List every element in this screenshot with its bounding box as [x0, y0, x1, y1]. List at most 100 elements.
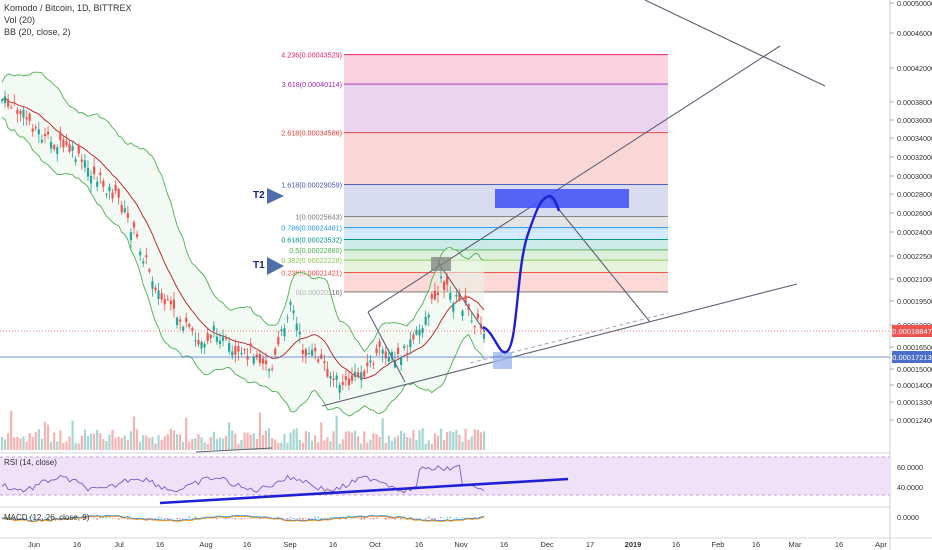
macd-histogram-bar [102, 517, 105, 519]
volume-bar [86, 436, 90, 450]
volume-bar [436, 435, 440, 450]
candle-body [274, 348, 277, 355]
volume-bar [206, 443, 209, 450]
candle-body [56, 147, 59, 154]
volume-bar [264, 430, 268, 450]
volume-bar [381, 418, 384, 450]
descending-trendline[interactable] [644, 0, 826, 87]
macd-histogram-bar [185, 518, 188, 519]
rsi-line [1, 464, 485, 494]
candle-body [172, 299, 176, 309]
macd-histogram-bar [31, 517, 34, 519]
candle-body [77, 145, 80, 154]
volume-bar [212, 431, 215, 450]
macd-histogram-bar [326, 518, 329, 520]
candle-body [74, 159, 77, 162]
candle-body [400, 357, 403, 365]
candle-body [13, 102, 16, 104]
volume-bar [34, 432, 37, 450]
volume-bar [449, 431, 452, 450]
macd-histogram-bar [446, 517, 448, 519]
breakout-zone-box[interactable] [431, 257, 451, 271]
macd-histogram-bar [375, 518, 378, 519]
volume-bar [188, 441, 191, 450]
volume-bar [461, 441, 464, 450]
volume-bar [464, 428, 467, 450]
macd-histogram-bar [400, 518, 402, 520]
volume-bar [0, 436, 4, 450]
volume-bar [40, 438, 44, 450]
rsi-series [1, 464, 485, 494]
volume-bar [139, 441, 142, 450]
volume-bar [22, 436, 25, 450]
macd-histogram-bar [163, 518, 166, 520]
macd-histogram-bar [176, 518, 178, 520]
entry-zone-box[interactable] [493, 352, 512, 369]
volume-bar [135, 429, 139, 450]
volume-bar [372, 433, 375, 450]
macd-histogram-bar [13, 518, 16, 520]
rsi-trendline[interactable] [159, 477, 569, 505]
candle-body [182, 326, 185, 331]
macd-histogram-bar [437, 517, 439, 519]
volume-bar [467, 439, 470, 450]
projected-price-path[interactable] [482, 194, 561, 354]
candle-body [86, 168, 90, 177]
macd-histogram-bar [397, 517, 399, 519]
candle-body [178, 319, 182, 322]
macd-histogram-bar [216, 518, 218, 520]
fib-level-label: 1.618(0.00029059) [281, 180, 342, 189]
volume-bar [317, 442, 320, 450]
fib-zone [344, 227, 668, 240]
candle-body [277, 337, 280, 345]
volume-bar [46, 424, 50, 450]
bollinger-upper-band [1, 71, 485, 353]
volume-bars [0, 410, 486, 450]
macd-histogram-bar [225, 518, 227, 520]
volume-bar [108, 434, 111, 450]
candle-body [80, 159, 83, 162]
time-axis[interactable]: Jun 16 Jul 16 Aug 16 Sep 16 Oct 16 Nov 16 Dec 17 2019 1… [28, 540, 887, 549]
candle-body [449, 292, 452, 300]
volume-bar [129, 431, 133, 450]
price-tick-label: 0.00019500 [897, 297, 932, 306]
candle-body [323, 361, 326, 363]
time-tick-label: 16 [835, 540, 843, 549]
candle-body [482, 333, 486, 339]
fib-level-label: 2.618(0.00034586) [281, 129, 342, 138]
candle-body [0, 99, 4, 101]
price-tick-label: 0.00016500 [897, 343, 932, 352]
price-tick-label: 0.00034000 [897, 134, 932, 143]
candle-body [329, 376, 332, 379]
macd-histogram-bar [44, 517, 46, 519]
target-zone-box[interactable] [495, 189, 629, 208]
volume-bar [310, 440, 314, 450]
volume-bar [160, 440, 163, 450]
macd-histogram-bar [99, 517, 102, 519]
time-tick-label: 16 [500, 540, 508, 549]
volume-bar [439, 428, 443, 450]
fib-level-label: 1(0.00025643) [295, 212, 342, 221]
macd-histogram-bar [25, 518, 28, 519]
candle-body [295, 323, 298, 331]
volume-bar [102, 438, 105, 450]
lower-trendline[interactable] [321, 283, 798, 407]
candle-body [464, 295, 467, 304]
candle-body [372, 363, 375, 365]
triangle-right-edge[interactable] [437, 261, 486, 333]
volume-bar [231, 430, 234, 450]
macd-legend: MACD (12, 26, close, 9) [4, 513, 90, 522]
time-tick-label: 17 [586, 540, 594, 549]
candle-body [194, 340, 197, 342]
candle-body [59, 131, 62, 141]
projection-descending-line[interactable] [547, 195, 651, 323]
candle-body [120, 205, 123, 213]
macd-histogram-bar [47, 518, 49, 520]
candle-body [430, 293, 433, 299]
candle-body [132, 222, 136, 228]
triangle-left-edge[interactable] [367, 311, 406, 383]
candle-body [421, 328, 424, 333]
macd-histogram-bar [105, 516, 108, 519]
volume-bar [406, 437, 409, 450]
